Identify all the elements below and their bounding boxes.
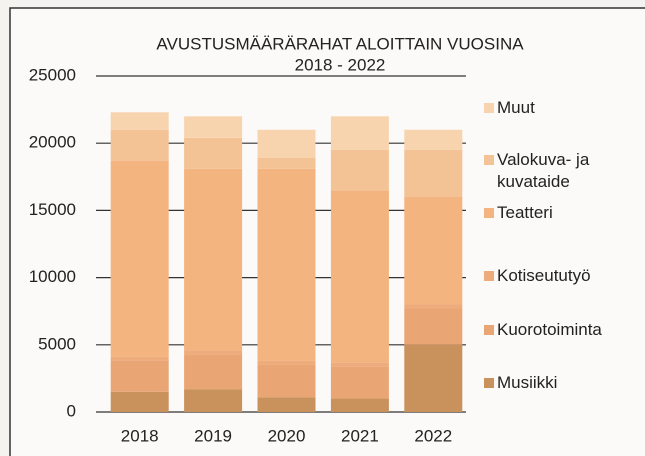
bar-segment xyxy=(184,137,243,169)
bar-segment xyxy=(404,196,463,305)
bar-segment xyxy=(110,160,169,357)
legend-swatch xyxy=(484,103,494,113)
legend-swatch xyxy=(484,325,494,335)
bar-segment xyxy=(110,112,169,130)
bar-segment xyxy=(184,354,243,390)
bar-segment xyxy=(110,391,169,412)
bar-segment xyxy=(330,362,389,367)
bar-segment xyxy=(330,398,389,412)
bar-segment xyxy=(184,168,243,351)
bar-segment xyxy=(110,360,169,392)
bar-segment xyxy=(257,397,316,412)
x-tick-label: 2021 xyxy=(341,426,379,445)
bar-segment xyxy=(330,190,389,363)
legend-swatch xyxy=(484,208,494,218)
legend-swatch xyxy=(484,271,494,281)
bar-segment xyxy=(404,129,463,150)
legend-label: Teatteri xyxy=(497,203,553,222)
bar-segment xyxy=(404,308,463,345)
x-tick-label: 2019 xyxy=(194,426,232,445)
chart-title: AVUSTUSMÄÄRÄRAHAT ALOITTAIN VUOSINA xyxy=(156,34,524,53)
bar-segment xyxy=(257,360,316,365)
bar-segment xyxy=(110,129,169,161)
y-tick-label: 20000 xyxy=(29,133,76,152)
x-tick-label: 2018 xyxy=(121,426,159,445)
bar-segment xyxy=(110,356,169,361)
bar-segment xyxy=(257,364,316,398)
y-tick-label: 15000 xyxy=(29,200,76,219)
y-tick-label: 0 xyxy=(67,401,76,420)
y-tick-label: 25000 xyxy=(29,65,76,84)
x-tick-label: 2022 xyxy=(414,426,452,445)
legend-label: Musiikki xyxy=(497,373,558,392)
bar-segment xyxy=(184,116,243,138)
y-tick-label: 5000 xyxy=(38,334,76,353)
legend-swatch xyxy=(484,378,494,388)
bar-segment xyxy=(404,149,463,197)
bar-segment xyxy=(330,366,389,399)
chart-subtitle: 2018 - 2022 xyxy=(295,55,386,74)
bar-segment xyxy=(184,350,243,355)
bar-segment xyxy=(330,149,389,191)
legend-label: Muut xyxy=(497,98,535,117)
x-tick-label: 2020 xyxy=(268,426,306,445)
legend-swatch xyxy=(484,155,494,165)
bar-segment xyxy=(330,116,389,150)
bar-segment xyxy=(257,129,316,158)
legend-label: Kuorotoiminta xyxy=(497,320,602,339)
bar-segment xyxy=(404,344,463,412)
bar-segment xyxy=(257,168,316,361)
bar-segment xyxy=(257,157,316,169)
y-tick-label: 10000 xyxy=(29,267,76,286)
bar-segment xyxy=(184,389,243,412)
legend-label: Kotiseututyö xyxy=(497,266,591,285)
bar-segment xyxy=(404,304,463,309)
legend-label: Valokuva- ja kuvataide xyxy=(497,150,590,191)
